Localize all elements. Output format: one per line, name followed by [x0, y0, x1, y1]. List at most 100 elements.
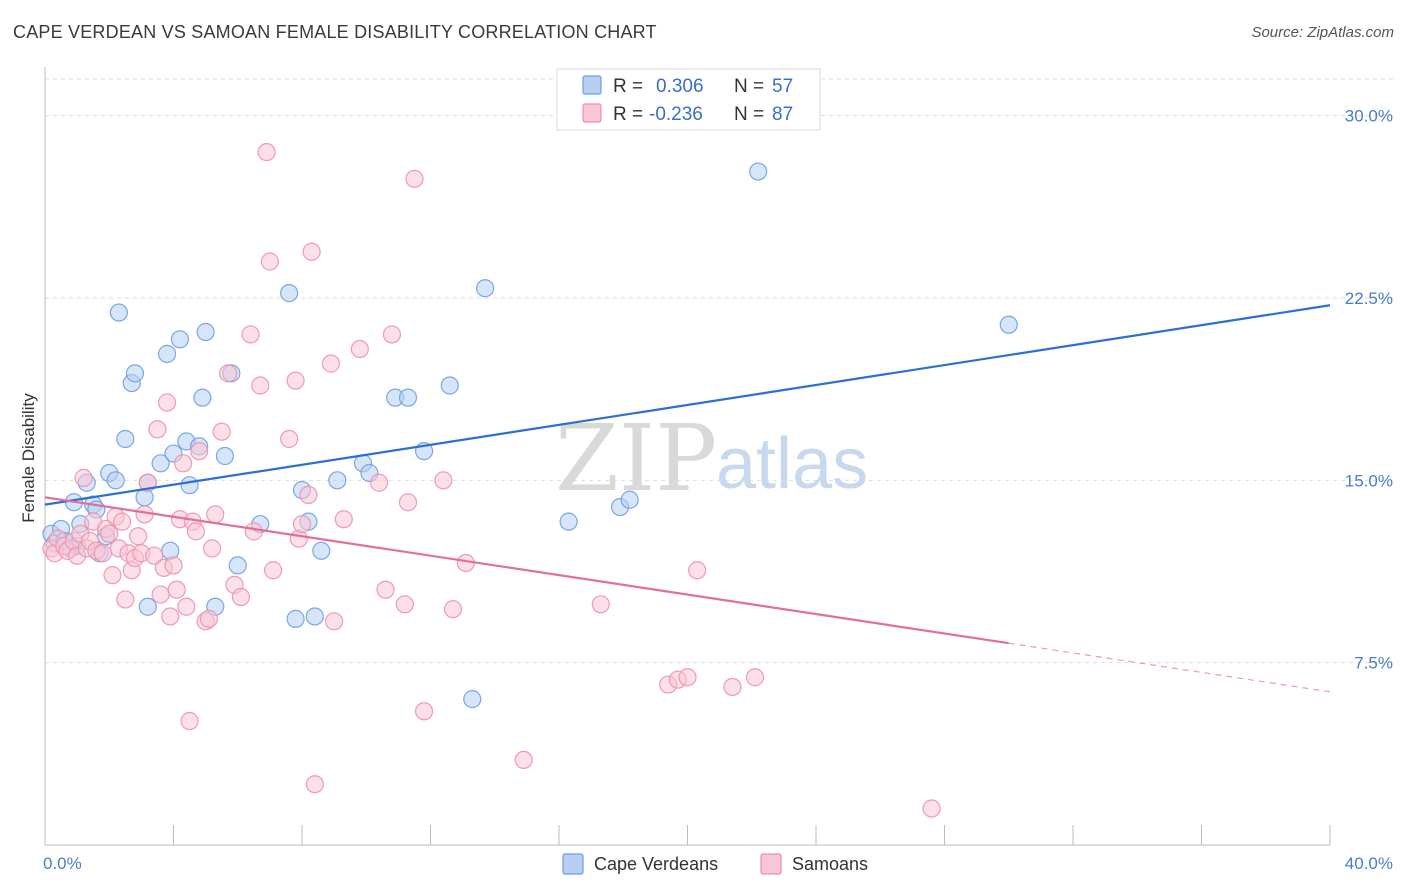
point-cape-verdean-54 — [620, 490, 639, 509]
point-samoan-73 — [405, 169, 424, 188]
chart-title: CAPE VERDEAN VS SAMOAN FEMALE DISABILITY… — [13, 22, 657, 42]
point-samoan-13 — [93, 544, 112, 563]
point-samoan-24 — [129, 527, 148, 546]
point-samoan-28 — [145, 546, 164, 565]
point-samoan-39 — [180, 711, 199, 731]
point-cape-verdean-14 — [106, 471, 125, 490]
watermark: ZIP atlas — [555, 405, 868, 512]
point-samoan-35 — [167, 580, 186, 599]
point-samoan-33 — [161, 607, 180, 626]
point-samoan-60 — [292, 514, 312, 534]
point-cape-verdean-56 — [999, 315, 1018, 334]
x-tick-label-min: 0.0% — [43, 854, 82, 873]
point-samoan-44 — [199, 609, 218, 628]
y-tick-label-0: 7.5% — [1354, 654, 1393, 673]
point-samoan-79 — [591, 595, 610, 614]
trend-lines — [44, 304, 1331, 693]
point-cape-verdean-42 — [312, 541, 331, 560]
point-samoan-32 — [157, 393, 177, 412]
point-cape-verdean-26 — [170, 330, 190, 349]
series-legend-swatch-samoans — [760, 853, 782, 875]
point-cape-verdean-35 — [228, 556, 247, 575]
point-cape-verdean-38 — [286, 609, 305, 628]
point-samoan-30 — [151, 585, 170, 604]
legend-swatch-samoans — [582, 103, 602, 123]
point-samoan-8 — [74, 468, 93, 487]
point-cape-verdean-37 — [280, 284, 299, 303]
point-cape-verdean-51 — [476, 279, 495, 298]
point-samoan-51 — [241, 325, 260, 344]
point-cape-verdean-52 — [559, 512, 578, 531]
series-legend-label-samoans: Samoans — [792, 854, 868, 874]
x-tick-label-max: 40.0% — [1345, 854, 1393, 873]
point-samoan-84 — [745, 668, 765, 687]
point-samoan-53 — [251, 376, 270, 395]
point-cape-verdean-55 — [749, 162, 768, 181]
point-cape-verdean-23 — [157, 344, 177, 363]
gridlines — [45, 78, 1393, 664]
legend-r-value-1: 0.306 — [656, 76, 704, 97]
point-cape-verdean-30 — [193, 388, 212, 407]
point-samoan-42 — [190, 442, 209, 461]
point-samoan-68 — [370, 473, 389, 492]
point-cape-verdean-49 — [440, 376, 459, 395]
point-cape-verdean-18 — [125, 364, 145, 383]
point-samoan-71 — [395, 595, 414, 614]
point-cape-verdean-41 — [305, 607, 324, 626]
point-samoan-20 — [116, 590, 135, 609]
point-cape-verdean-50 — [463, 690, 482, 709]
point-samoan-75 — [434, 471, 453, 490]
point-samoan-72 — [398, 493, 418, 512]
series-legend-swatch-cape-verdeans — [562, 853, 584, 875]
series-legend-label-cape-verdeans: Cape Verdeans — [594, 854, 718, 874]
point-samoan-65 — [325, 612, 344, 631]
point-samoan-57 — [280, 429, 299, 449]
legend-n-label-1: N = — [734, 76, 764, 97]
point-samoan-47 — [212, 422, 231, 441]
point-samoan-76 — [443, 600, 463, 619]
series-cape-verdeans — [42, 162, 1018, 709]
trend-line-cape-verdeans — [44, 304, 1331, 506]
y-tick-label-3: 30.0% — [1345, 107, 1393, 126]
point-samoan-41 — [186, 522, 206, 541]
point-cape-verdean-16 — [116, 429, 135, 449]
point-samoan-82 — [688, 561, 707, 580]
point-cape-verdean-15 — [109, 303, 128, 322]
legend-r-value-2: -0.236 — [649, 104, 703, 125]
point-samoan-78 — [514, 750, 533, 770]
y-axis-label: Female Disability — [19, 393, 38, 523]
point-samoan-45 — [202, 539, 222, 558]
point-samoan-58 — [286, 371, 305, 390]
point-samoan-69 — [376, 580, 395, 599]
point-cape-verdean-22 — [151, 454, 170, 473]
tick-labels: 7.5% 15.0% 22.5% 30.0% 0.0% 40.0% — [43, 107, 1393, 873]
point-cape-verdean-31 — [196, 322, 215, 342]
point-samoan-86 — [678, 668, 697, 687]
point-samoan-83 — [723, 677, 742, 697]
point-samoan-67 — [350, 339, 369, 359]
source-label: Source: ZipAtlas.com — [1251, 24, 1394, 41]
watermark-atlas: atlas — [716, 424, 868, 504]
point-samoan-61 — [299, 485, 318, 504]
data-points — [42, 142, 1018, 818]
point-samoan-34 — [164, 556, 183, 575]
legend-n-value-1: 57 — [772, 76, 793, 97]
point-samoan-37 — [174, 454, 193, 473]
legend-r-label-1: R = — [613, 76, 643, 97]
point-samoan-38 — [177, 597, 196, 616]
legend-n-label-2: N = — [734, 104, 764, 125]
point-samoan-16 — [103, 566, 122, 585]
point-samoan-74 — [414, 702, 434, 721]
point-samoan-64 — [321, 354, 341, 373]
stats-legend: R = 0.306 N = 57 R = -0.236 N = 87 — [556, 68, 821, 131]
point-samoan-15 — [100, 524, 119, 543]
point-samoan-52 — [244, 522, 263, 541]
y-tick-label-2: 22.5% — [1345, 289, 1393, 308]
point-samoan-55 — [260, 252, 279, 271]
point-samoan-29 — [148, 420, 167, 439]
point-samoan-54 — [257, 142, 276, 162]
legend-swatch-cape-verdeans — [582, 75, 602, 95]
point-samoan-48 — [219, 364, 238, 383]
y-tick-label-1: 15.0% — [1345, 471, 1393, 490]
